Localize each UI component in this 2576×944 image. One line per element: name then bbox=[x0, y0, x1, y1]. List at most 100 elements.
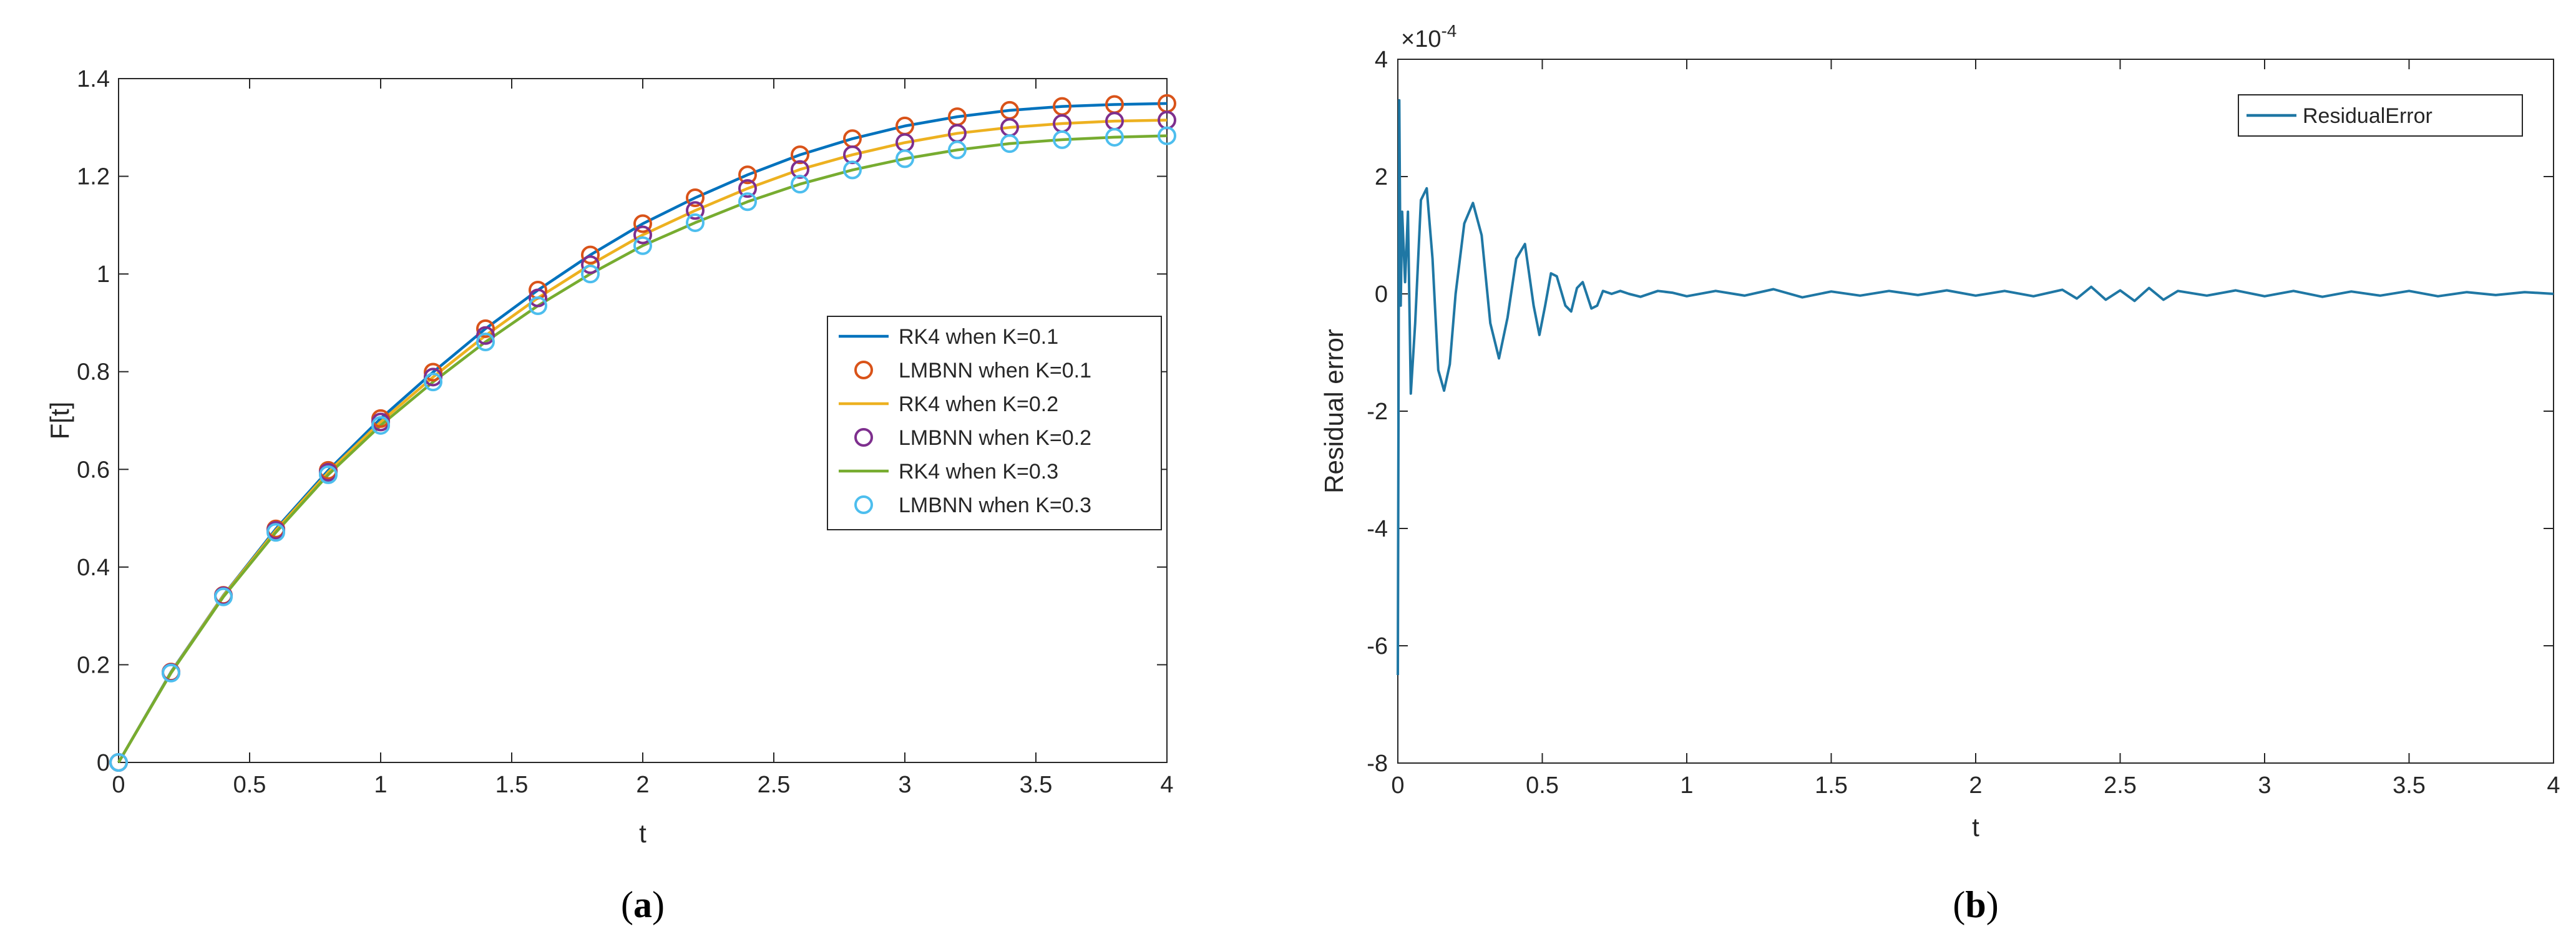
legend-entry-label: RK4 when K=0.3 bbox=[899, 460, 1058, 484]
panel-b-caption-letter: b bbox=[1965, 884, 1986, 925]
panel-a-ylabel: F[t] bbox=[45, 402, 74, 440]
panel-a-xtick-label: 2 bbox=[636, 772, 649, 798]
panel-b-xtick-label: 0.5 bbox=[1526, 772, 1559, 799]
residual-error-line bbox=[1397, 99, 2554, 676]
panel-a-xtick-label: 0.5 bbox=[233, 772, 266, 798]
series-5-point bbox=[162, 663, 180, 683]
series-3-point bbox=[529, 288, 547, 308]
panel-a-ticks: 0 0.5 1 1.5 2 2.5 3 3.5 4 0 0.2 0.4 0.6 0.8 1 1.2 1.4 bbox=[77, 66, 1173, 798]
panel-a-ytick-label: 1.2 bbox=[77, 164, 110, 190]
series-5-point bbox=[476, 332, 495, 351]
series-5-point bbox=[319, 465, 338, 484]
legend-marker-swatch bbox=[854, 495, 873, 514]
legend-entry-label: LMBNN when K=0.1 bbox=[899, 359, 1091, 382]
panel-a-xtick-label: 2.5 bbox=[758, 772, 791, 798]
panel-b-xtick-label: 3.5 bbox=[2393, 772, 2426, 799]
panel-b-xtick-label: 0 bbox=[1391, 772, 1404, 799]
panel-b: 0 0.5 1 1.5 2 2.5 3 3.5 4 -8 -6 -4 -2 0 2 4 t Residual … bbox=[1319, 21, 2560, 925]
series-5-point bbox=[738, 192, 757, 212]
series-3-point bbox=[581, 255, 600, 275]
series-5-point bbox=[266, 523, 285, 542]
panel-b-ytick-label: -2 bbox=[1367, 399, 1388, 425]
panel-a-xtick-label: 1 bbox=[374, 772, 387, 798]
series-1-point bbox=[738, 165, 757, 185]
panel-b-ticks: 0 0.5 1 1.5 2 2.5 3 3.5 4 -8 -6 -4 -2 0 2 4 bbox=[1367, 47, 2560, 799]
panel-a-xtick-label: 1.5 bbox=[495, 772, 529, 798]
legend-marker-swatch bbox=[854, 428, 873, 447]
panel-b-ylabel: Residual error bbox=[1319, 329, 1349, 494]
series-3-point bbox=[476, 326, 495, 345]
series-3-point bbox=[686, 201, 705, 220]
series-3-point bbox=[424, 367, 442, 387]
series-1-point bbox=[476, 319, 495, 338]
series-line-2 bbox=[117, 119, 1168, 764]
panel-a-ytick-label: 0.6 bbox=[77, 457, 110, 483]
series-line-4 bbox=[117, 134, 1168, 764]
panel-a-xtick-label: 4 bbox=[1160, 772, 1173, 798]
panel-b-xtick-label: 1.5 bbox=[1815, 772, 1848, 799]
panel-b-axes-box bbox=[1397, 59, 2554, 764]
series-5-point bbox=[371, 416, 390, 435]
series-3-point bbox=[633, 225, 652, 245]
panel-a-ytick-label: 0 bbox=[97, 750, 110, 776]
panel-a-caption-letter: a bbox=[633, 884, 652, 925]
series-5-point bbox=[633, 236, 652, 255]
panel-b-ytick-label: -8 bbox=[1367, 751, 1388, 777]
series-5-point bbox=[791, 175, 809, 194]
panel-b-ytick-label: -4 bbox=[1367, 516, 1388, 542]
series-1-point bbox=[686, 188, 705, 208]
series-5-point bbox=[214, 587, 233, 606]
series-5-point bbox=[424, 372, 442, 392]
series-1-point bbox=[633, 214, 652, 233]
series-1-point bbox=[581, 245, 600, 265]
panel-a-xtick-label: 3.5 bbox=[1020, 772, 1053, 798]
panel-b-xtick-label: 1 bbox=[1680, 772, 1693, 799]
series-5-point bbox=[1000, 134, 1019, 153]
series-5-point bbox=[895, 149, 914, 168]
panel-b-xlabel: t bbox=[1972, 812, 1979, 842]
panel-b-exponent-power: -4 bbox=[1441, 21, 1456, 41]
panel-a-legend: RK4 when K=0.1 LMBNN when K=0.1 RK4 when K… bbox=[827, 316, 1162, 530]
series-5-point bbox=[843, 160, 862, 180]
panel-a-caption: (a) bbox=[621, 884, 665, 925]
series-5-point bbox=[948, 140, 967, 160]
panel-b-exponent: ×10-4 bbox=[1401, 21, 1456, 52]
panel-a-ytick-label: 0.8 bbox=[77, 359, 110, 386]
legend-entry-label: LMBNN when K=0.2 bbox=[899, 426, 1091, 450]
series-5-point bbox=[529, 296, 547, 316]
panel-b-ytick-label: 4 bbox=[1375, 47, 1388, 73]
panel-a-series bbox=[109, 94, 1176, 772]
panel-a-ytick-label: 1.4 bbox=[77, 66, 110, 92]
panel-a-ytick-label: 0.2 bbox=[77, 652, 110, 678]
panel-b-xtick-label: 2 bbox=[1969, 772, 1982, 799]
panel-a-ytick-label: 1 bbox=[97, 261, 110, 288]
panel-b-ytick-label: -6 bbox=[1367, 633, 1388, 659]
series-1-point bbox=[424, 363, 442, 382]
series-5-point bbox=[1158, 126, 1176, 145]
series-3-point bbox=[738, 179, 757, 198]
legend-entry-label: RK4 when K=0.1 bbox=[899, 325, 1058, 349]
panel-b-series bbox=[1397, 99, 2554, 676]
panel-b-xtick-label: 2.5 bbox=[2104, 772, 2137, 799]
panel-b-ytick-label: 0 bbox=[1375, 281, 1388, 308]
panel-b-legend: ResidualError bbox=[2238, 94, 2523, 137]
series-5-point bbox=[1053, 130, 1071, 149]
panel-a-legend-box bbox=[827, 316, 1162, 530]
panel-a-xtick-label: 0 bbox=[112, 772, 125, 798]
panel-b-xtick-label: 4 bbox=[2547, 772, 2560, 799]
panel-b-ytick-label: 2 bbox=[1375, 164, 1388, 190]
legend-marker-swatch bbox=[854, 361, 873, 379]
panel-b-caption: (b) bbox=[1953, 884, 1998, 925]
panel-b-exponent-base: ×10 bbox=[1401, 26, 1441, 52]
series-3-point bbox=[791, 160, 809, 179]
panel-b-xtick-label: 3 bbox=[2258, 772, 2271, 799]
panel-a-xlabel: t bbox=[639, 819, 646, 848]
legend-entry-label: RK4 when K=0.2 bbox=[899, 392, 1058, 416]
legend-entry-label: LMBNN when K=0.3 bbox=[899, 494, 1091, 517]
series-5-point bbox=[1105, 127, 1124, 147]
series-1-point bbox=[791, 145, 809, 165]
panel-a: 0 0.5 1 1.5 2 2.5 3 3.5 400.20.40.60.811.21.4 t … bbox=[45, 66, 1176, 925]
legend-entry-label: ResidualError bbox=[2303, 104, 2432, 128]
series-5-point bbox=[581, 265, 600, 284]
